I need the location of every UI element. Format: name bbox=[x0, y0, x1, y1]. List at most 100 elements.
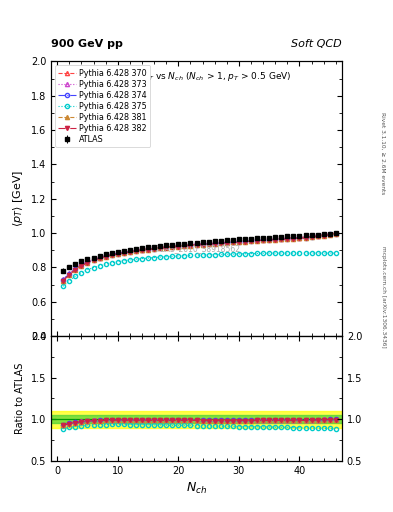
Pythia 6.428 381 bbox=[140, 247, 144, 253]
Pythia 6.428 381 bbox=[237, 239, 241, 245]
Pythia 6.428 375 bbox=[206, 252, 211, 258]
Pythia 6.428 370 bbox=[249, 238, 253, 244]
Pythia 6.428 370 bbox=[61, 277, 66, 283]
Pythia 6.428 374 bbox=[224, 240, 229, 246]
Pythia 6.428 375 bbox=[116, 259, 120, 265]
Pythia 6.428 375 bbox=[121, 258, 126, 264]
Pythia 6.428 382 bbox=[134, 248, 138, 254]
Pythia 6.428 381 bbox=[224, 240, 229, 246]
Text: 900 GeV pp: 900 GeV pp bbox=[51, 38, 123, 49]
Pythia 6.428 373 bbox=[224, 239, 229, 245]
Pythia 6.428 375 bbox=[212, 251, 217, 258]
Pythia 6.428 382 bbox=[91, 257, 96, 263]
Pythia 6.428 382 bbox=[285, 236, 290, 242]
Pythia 6.428 370 bbox=[303, 234, 308, 240]
Pythia 6.428 370 bbox=[200, 241, 205, 247]
Pythia 6.428 373 bbox=[152, 245, 156, 251]
Pythia 6.428 370 bbox=[224, 239, 229, 245]
Pythia 6.428 370 bbox=[334, 230, 338, 236]
Pythia 6.428 374 bbox=[267, 237, 272, 243]
Pythia 6.428 375 bbox=[152, 254, 156, 261]
Pythia 6.428 381 bbox=[116, 251, 120, 257]
Pythia 6.428 381 bbox=[249, 238, 253, 244]
Pythia 6.428 370 bbox=[261, 237, 266, 243]
Pythia 6.428 370 bbox=[103, 253, 108, 259]
Pythia 6.428 375 bbox=[194, 252, 199, 258]
Pythia 6.428 373 bbox=[273, 236, 277, 242]
Pythia 6.428 373 bbox=[212, 240, 217, 246]
Pythia 6.428 374 bbox=[91, 257, 96, 263]
Pythia 6.428 373 bbox=[109, 251, 114, 258]
Pythia 6.428 374 bbox=[194, 242, 199, 248]
Pythia 6.428 374 bbox=[200, 241, 205, 247]
Text: Rivet 3.1.10, ≥ 2.6M events: Rivet 3.1.10, ≥ 2.6M events bbox=[381, 113, 386, 195]
Pythia 6.428 370 bbox=[164, 244, 169, 250]
Pythia 6.428 375 bbox=[242, 251, 247, 257]
Pythia 6.428 375 bbox=[249, 250, 253, 257]
Pythia 6.428 373 bbox=[237, 238, 241, 244]
Pythia 6.428 381 bbox=[212, 241, 217, 247]
Pythia 6.428 375 bbox=[231, 251, 235, 257]
Pythia 6.428 373 bbox=[164, 244, 169, 250]
Pythia 6.428 373 bbox=[206, 240, 211, 246]
Pythia 6.428 374 bbox=[273, 237, 277, 243]
Pythia 6.428 375 bbox=[315, 250, 320, 256]
Pythia 6.428 373 bbox=[188, 242, 193, 248]
Pythia 6.428 382 bbox=[231, 240, 235, 246]
Pythia 6.428 374 bbox=[285, 236, 290, 242]
Pythia 6.428 374 bbox=[103, 253, 108, 260]
Pythia 6.428 373 bbox=[170, 243, 174, 249]
Pythia 6.428 373 bbox=[182, 242, 187, 248]
Pythia 6.428 382 bbox=[176, 244, 181, 250]
Pythia 6.428 373 bbox=[285, 235, 290, 241]
Pythia 6.428 373 bbox=[279, 236, 284, 242]
Pythia 6.428 374 bbox=[158, 245, 163, 251]
Pythia 6.428 381 bbox=[291, 236, 296, 242]
Pythia 6.428 382 bbox=[67, 271, 72, 278]
Text: mcplots.cern.ch [arXiv:1306.3436]: mcplots.cern.ch [arXiv:1306.3436] bbox=[381, 246, 386, 348]
Pythia 6.428 381 bbox=[79, 263, 84, 269]
Pythia 6.428 381 bbox=[146, 247, 151, 253]
Pythia 6.428 375 bbox=[224, 251, 229, 258]
Pythia 6.428 373 bbox=[61, 276, 66, 283]
Pythia 6.428 382 bbox=[206, 241, 211, 247]
Pythia 6.428 370 bbox=[291, 235, 296, 241]
Pythia 6.428 374 bbox=[67, 271, 72, 277]
Pythia 6.428 373 bbox=[334, 230, 338, 236]
Pythia 6.428 375 bbox=[140, 255, 144, 262]
Pythia 6.428 373 bbox=[134, 247, 138, 253]
Pythia 6.428 381 bbox=[261, 238, 266, 244]
Legend: Pythia 6.428 370, Pythia 6.428 373, Pythia 6.428 374, Pythia 6.428 375, Pythia 6: Pythia 6.428 370, Pythia 6.428 373, Pyth… bbox=[55, 66, 150, 147]
Pythia 6.428 382 bbox=[79, 263, 84, 269]
Pythia 6.428 373 bbox=[97, 254, 102, 261]
Pythia 6.428 381 bbox=[121, 250, 126, 256]
Pythia 6.428 381 bbox=[219, 240, 223, 246]
Pythia 6.428 382 bbox=[237, 239, 241, 245]
Pythia 6.428 381 bbox=[303, 235, 308, 241]
Pythia 6.428 370 bbox=[242, 238, 247, 244]
Pythia 6.428 370 bbox=[285, 235, 290, 241]
Pythia 6.428 375 bbox=[67, 278, 72, 284]
Pythia 6.428 375 bbox=[237, 251, 241, 257]
Pythia 6.428 375 bbox=[176, 253, 181, 259]
Pythia 6.428 382 bbox=[121, 250, 126, 256]
Text: Average $p_T$ vs $N_{ch}$ ($N_{ch}$ > 1, $p_T$ > 0.5 GeV): Average $p_T$ vs $N_{ch}$ ($N_{ch}$ > 1,… bbox=[102, 70, 291, 82]
Pythia 6.428 382 bbox=[224, 240, 229, 246]
Pythia 6.428 374 bbox=[206, 241, 211, 247]
Pythia 6.428 370 bbox=[267, 236, 272, 242]
Pythia 6.428 373 bbox=[242, 238, 247, 244]
Pythia 6.428 374 bbox=[237, 239, 241, 245]
Pythia 6.428 375 bbox=[79, 270, 84, 276]
Pythia 6.428 370 bbox=[146, 246, 151, 252]
Pythia 6.428 382 bbox=[297, 236, 302, 242]
Pythia 6.428 381 bbox=[73, 267, 78, 273]
Pythia 6.428 374 bbox=[85, 259, 90, 265]
Pythia 6.428 382 bbox=[291, 236, 296, 242]
Pythia 6.428 374 bbox=[146, 246, 151, 252]
Pythia 6.428 374 bbox=[182, 243, 187, 249]
Pythia 6.428 374 bbox=[164, 244, 169, 250]
Pythia 6.428 374 bbox=[61, 276, 66, 283]
Pythia 6.428 381 bbox=[170, 244, 174, 250]
Pythia 6.428 381 bbox=[176, 244, 181, 250]
Pythia 6.428 373 bbox=[73, 266, 78, 272]
